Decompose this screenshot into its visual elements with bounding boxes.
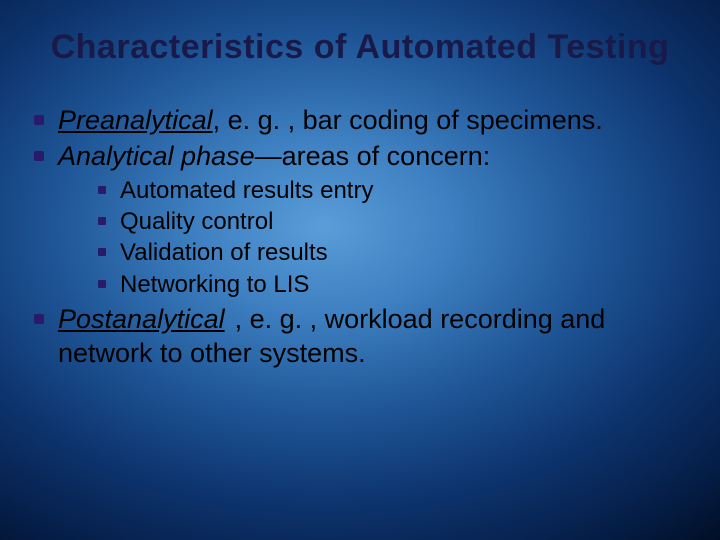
sub-list-item: Networking to LIS (98, 269, 688, 300)
item-lead: Analytical phase (58, 141, 255, 171)
item-rest: —areas of concern: (255, 141, 491, 171)
slide-content: Preanalytical, e. g. , bar coding of spe… (30, 103, 690, 371)
list-item: Postanalytical, e. g. , workload recordi… (32, 302, 688, 371)
sub-list: Automated results entry Quality control … (98, 175, 688, 300)
sub-list-item: Validation of results (98, 237, 688, 268)
list-item: Preanalytical, e. g. , bar coding of spe… (32, 103, 688, 138)
item-lead: Postanalytical (58, 304, 225, 334)
list-item: Analytical phase—areas of concern: Autom… (32, 139, 688, 300)
sub-list-item: Quality control (98, 206, 688, 237)
slide-title: Characteristics of Automated Testing (30, 28, 690, 67)
main-list: Preanalytical, e. g. , bar coding of spe… (32, 103, 688, 371)
item-rest: , e. g. , bar coding of specimens. (213, 105, 603, 135)
item-lead: Preanalytical (58, 105, 213, 135)
sub-list-item: Automated results entry (98, 175, 688, 206)
